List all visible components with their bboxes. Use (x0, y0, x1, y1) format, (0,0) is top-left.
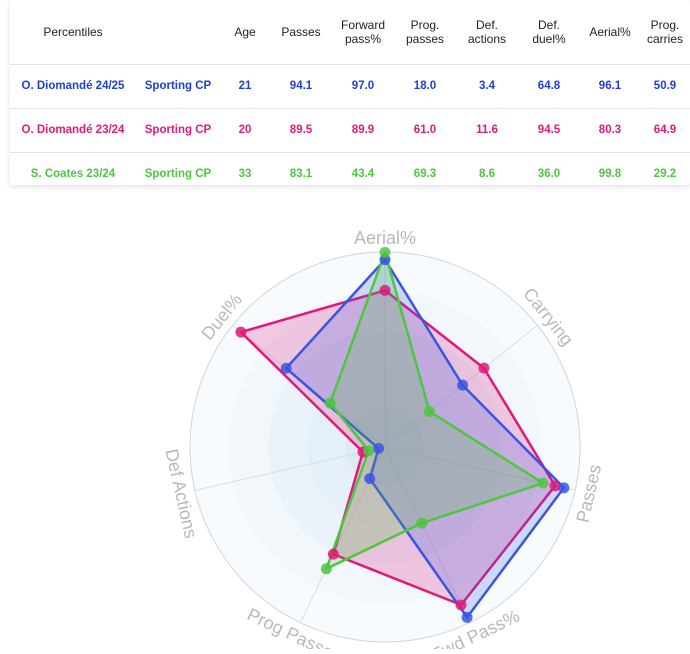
table-row: O. Diomandé 23/24 Sporting CP 20 89.5 89.9 61… (10, 108, 690, 153)
value-cell: 8.6 (456, 152, 518, 196)
value-cell: 64.8 (518, 64, 580, 109)
value-cell: 80.3 (580, 108, 640, 153)
percentiles-table-card: Percentiles Age Passes Forward pass% Pro… (10, 0, 690, 196)
data-point (379, 284, 391, 296)
series-area (284, 258, 566, 619)
percentiles-table: Percentiles Age Passes Forward pass% Pro… (10, 0, 690, 196)
radar-spoke (194, 446, 386, 491)
value-cell: 3.4 (456, 64, 518, 109)
data-point (416, 517, 428, 529)
value-cell: 89.5 (270, 108, 332, 153)
table-row: O. Diomandé 24/25 Sporting CP 21 94.1 97.0 18… (10, 64, 690, 109)
data-point (327, 548, 339, 560)
data-point (363, 445, 375, 457)
value-cell: 89.9 (332, 108, 394, 153)
data-point (373, 442, 385, 454)
data-point (549, 480, 561, 492)
data-point (320, 563, 332, 575)
series-area (325, 251, 545, 571)
value-cell: 83.1 (270, 152, 332, 196)
data-point (478, 362, 490, 374)
header-forward-pass: Forward pass% (340, 18, 385, 46)
header-prog-carries: Prog. carries (646, 18, 683, 46)
header-age: Age (234, 25, 256, 39)
value-cell: 29.2 (640, 152, 690, 196)
table-row: S. Coates 23/24 Sporting CP 33 83.1 43.4 69.3… (10, 152, 690, 196)
value-cell: 11.6 (456, 108, 518, 153)
value-cell: 21 (220, 64, 270, 109)
value-cell: 99.8 (580, 152, 640, 196)
value-cell: 43.4 (332, 152, 394, 196)
player-cell: O. Diomandé 23/24 (10, 108, 136, 153)
data-point (379, 246, 391, 258)
series-area (239, 289, 557, 607)
header-prog-passes: Prog. passes (405, 18, 445, 46)
value-cell: 64.9 (640, 108, 690, 153)
data-point (324, 397, 336, 409)
value-cell: 61.0 (394, 108, 456, 153)
team-cell: Sporting CP (136, 152, 220, 196)
radar-spoke (384, 446, 471, 623)
value-cell: 69.3 (394, 152, 456, 196)
header-percentiles: Percentiles (43, 25, 103, 39)
value-cell: 33 (220, 152, 270, 196)
header-team (136, 0, 220, 65)
team-cell: Sporting CP (136, 64, 220, 109)
value-cell: 20 (220, 108, 270, 153)
value-cell: 50.9 (640, 64, 690, 109)
radar-chart: Aerial% Carrying Passes Fwd Pass% Prog Passe… (0, 185, 690, 654)
value-cell: 97.0 (332, 64, 394, 109)
data-point (461, 611, 473, 623)
team-cell: Sporting CP (136, 108, 220, 153)
data-point (558, 482, 570, 494)
data-point (424, 405, 436, 417)
data-point (455, 599, 467, 611)
value-cell: 96.1 (580, 64, 640, 109)
axis-label: Aerial% (354, 228, 416, 248)
player-cell: S. Coates 23/24 (10, 152, 136, 196)
value-cell: 18.0 (394, 64, 456, 109)
value-cell: 94.5 (518, 108, 580, 153)
header-aerial: Aerial% (589, 25, 631, 39)
table-header-row: Percentiles Age Passes Forward pass% Pro… (10, 0, 690, 65)
data-point (280, 362, 292, 374)
data-point (457, 379, 469, 391)
data-point (235, 326, 247, 338)
header-def-duel: Def. duel% (532, 18, 566, 46)
data-point (537, 477, 549, 489)
header-def-actions: Def. actions (467, 18, 507, 46)
data-point (364, 473, 376, 485)
player-cell: O. Diomandé 24/25 (10, 64, 136, 109)
value-cell: 36.0 (518, 152, 580, 196)
value-cell: 94.1 (270, 64, 332, 109)
header-passes: Passes (281, 25, 321, 39)
